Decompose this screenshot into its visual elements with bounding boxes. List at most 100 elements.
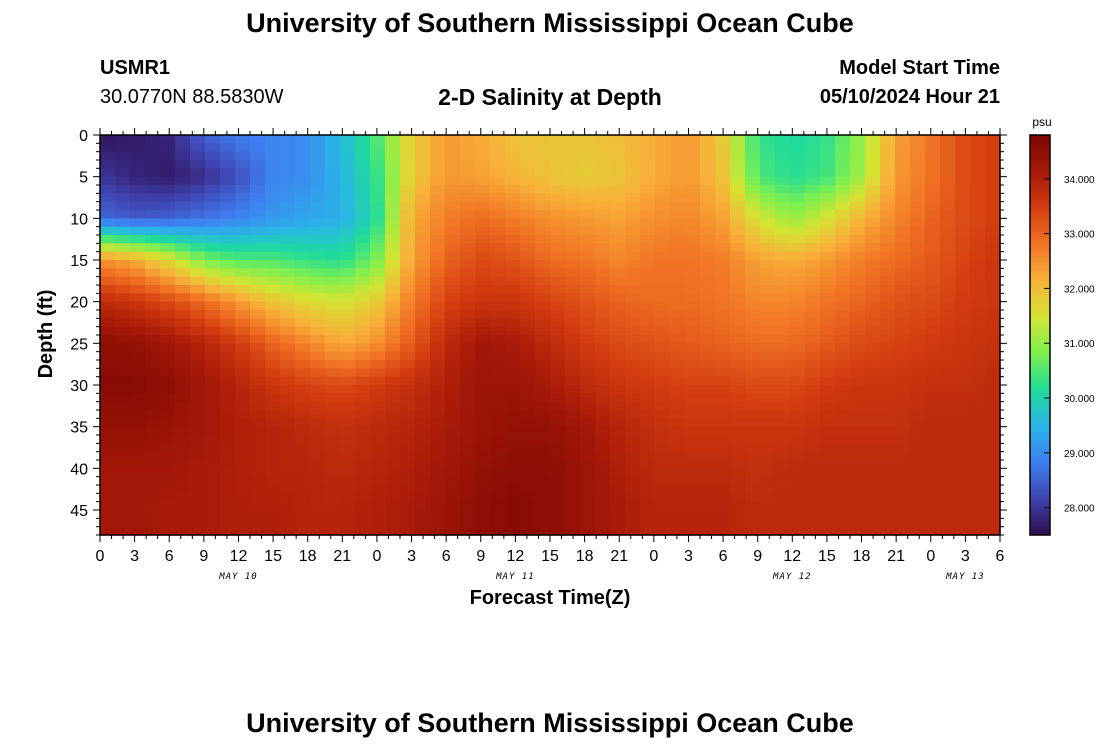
heatmap-cell	[280, 435, 296, 444]
heatmap-cell	[850, 376, 866, 386]
heatmap-cell	[685, 401, 701, 411]
heatmap-cell	[220, 268, 236, 278]
heatmap-cell	[370, 335, 386, 344]
heatmap-cell	[685, 151, 701, 161]
heatmap-cell	[175, 226, 191, 236]
heatmap-cell	[940, 410, 956, 419]
heatmap-cell	[250, 201, 266, 211]
heatmap-cell	[850, 360, 866, 369]
heatmap-cell	[115, 235, 131, 244]
heatmap-cell	[250, 160, 266, 169]
heatmap-cell	[865, 285, 881, 294]
heatmap-cell	[805, 160, 821, 169]
heatmap-cell	[790, 301, 806, 311]
heatmap-cell	[115, 493, 131, 503]
heatmap-cell	[160, 476, 176, 486]
heatmap-cell	[340, 293, 356, 303]
heatmap-cell	[505, 185, 521, 194]
heatmap-cell	[385, 143, 401, 153]
heatmap-cell	[895, 435, 911, 444]
heatmap-cell	[325, 218, 341, 228]
heatmap-cell	[130, 385, 146, 394]
heatmap-cell	[295, 276, 311, 286]
heatmap-cell	[565, 193, 581, 203]
heatmap-cell	[640, 318, 656, 328]
heatmap-cell	[220, 468, 236, 478]
heatmap-cell	[280, 193, 296, 203]
heatmap-cell	[115, 310, 131, 319]
heatmap-cell	[910, 293, 926, 303]
heatmap-cell	[415, 326, 431, 336]
heatmap-cell	[880, 285, 896, 294]
heatmap-cell	[340, 243, 356, 253]
heatmap-cell	[265, 193, 281, 203]
heatmap-cell	[325, 485, 341, 494]
heatmap-cell	[820, 226, 836, 236]
heatmap-cell	[415, 443, 431, 453]
heatmap-cell	[925, 426, 941, 436]
heatmap-cell	[355, 468, 371, 478]
heatmap-cell	[385, 201, 401, 211]
heatmap-cell	[745, 193, 761, 203]
heatmap-cell	[850, 160, 866, 169]
heatmap-cell	[985, 418, 1001, 428]
heatmap-cell	[880, 168, 896, 178]
heatmap-cell	[355, 210, 371, 219]
heatmap-cell	[505, 343, 521, 353]
heatmap-cell	[415, 343, 431, 353]
heatmap-cell	[640, 310, 656, 319]
heatmap-cell	[205, 510, 221, 519]
heatmap-cell	[910, 193, 926, 203]
heatmap-cell	[775, 318, 791, 328]
heatmap-cell	[445, 151, 461, 161]
heatmap-cell	[370, 451, 386, 461]
heatmap-cell	[355, 418, 371, 428]
heatmap-cell	[955, 435, 971, 444]
heatmap-cell	[205, 460, 221, 469]
heatmap-cell	[100, 343, 116, 353]
heatmap-cell	[880, 476, 896, 486]
heatmap-cell	[640, 260, 656, 269]
heatmap-cell	[235, 326, 251, 336]
heatmap-cell	[970, 418, 986, 428]
heatmap-cell	[715, 235, 731, 244]
heatmap-cell	[580, 201, 596, 211]
heatmap-cell	[865, 493, 881, 503]
heatmap-cell	[445, 418, 461, 428]
heatmap-cell	[775, 476, 791, 486]
heatmap-cell	[100, 326, 116, 336]
heatmap-cell	[760, 476, 776, 486]
heatmap-cell	[535, 410, 551, 419]
heatmap-cell	[430, 443, 446, 453]
heatmap-cell	[745, 510, 761, 519]
heatmap-cell	[685, 135, 701, 144]
heatmap-cell	[685, 460, 701, 469]
heatmap-cell	[175, 385, 191, 394]
heatmap-cell	[280, 385, 296, 394]
heatmap-cell	[760, 451, 776, 461]
heatmap-cell	[640, 243, 656, 253]
heatmap-cell	[385, 493, 401, 503]
heatmap-cell	[310, 218, 326, 228]
heatmap-cell	[925, 501, 941, 511]
heatmap-cell	[700, 243, 716, 253]
heatmap-cell	[235, 251, 251, 261]
heatmap-cell	[880, 485, 896, 494]
x-tick-label: 18	[576, 548, 594, 565]
heatmap-cell	[265, 143, 281, 153]
heatmap-cell	[370, 210, 386, 219]
heatmap-cell	[550, 160, 566, 169]
heatmap-cell	[805, 301, 821, 311]
heatmap-cell	[700, 493, 716, 503]
heatmap-cell	[655, 243, 671, 253]
heatmap-cell	[370, 143, 386, 153]
heatmap-cell	[865, 393, 881, 403]
heatmap-cell	[130, 426, 146, 436]
heatmap-cell	[745, 151, 761, 161]
heatmap-cell	[265, 218, 281, 228]
heatmap-cell	[865, 176, 881, 186]
heatmap-cell	[775, 176, 791, 186]
colorbar-tick-label: 34.000	[1064, 175, 1095, 186]
heatmap-cell	[805, 476, 821, 486]
heatmap-cell	[295, 226, 311, 236]
